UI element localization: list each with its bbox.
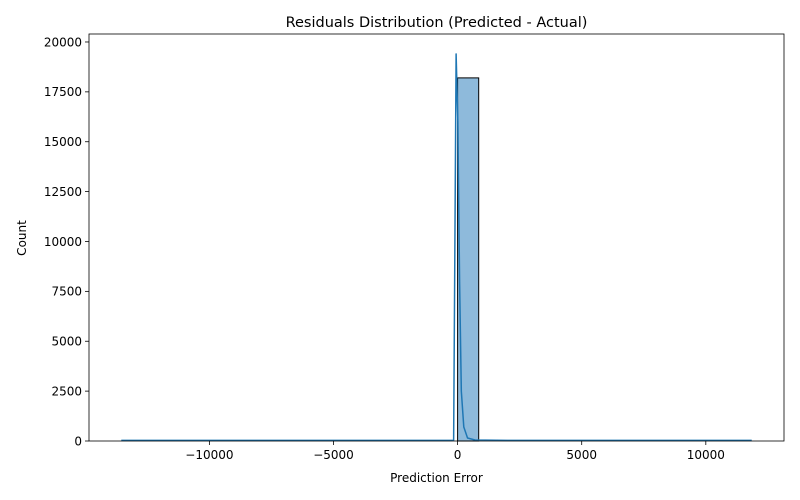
y-tick-label: 2500	[51, 384, 82, 398]
chart-title: Residuals Distribution (Predicted - Actu…	[286, 15, 588, 31]
y-tick-label: 15000	[44, 135, 82, 149]
x-tick-label: 5000	[566, 448, 597, 462]
y-axis-label: Count	[15, 220, 29, 256]
y-tick-label: 20000	[44, 35, 82, 49]
y-tick-label: 0	[74, 434, 82, 448]
x-axis-label: Prediction Error	[390, 471, 483, 485]
x-tick-label: −5000	[313, 448, 354, 462]
y-tick-label: 17500	[44, 85, 82, 99]
x-axis: −10000 −5000 0 5000 10000	[185, 441, 725, 462]
x-tick-label: −10000	[185, 448, 233, 462]
y-tick-label: 10000	[44, 235, 82, 249]
y-tick-label: 12500	[44, 185, 82, 199]
x-tick-label: 0	[454, 448, 462, 462]
y-axis: 0 2500 5000 7500 10000 12500 15000 17500 20000	[44, 35, 89, 448]
axes-frame	[88, 33, 785, 442]
y-tick-label: 5000	[51, 335, 82, 349]
kde-curve	[121, 53, 752, 442]
x-tick-label: 10000	[687, 448, 725, 462]
plot-area	[121, 53, 752, 442]
y-tick-label: 7500	[51, 285, 82, 299]
